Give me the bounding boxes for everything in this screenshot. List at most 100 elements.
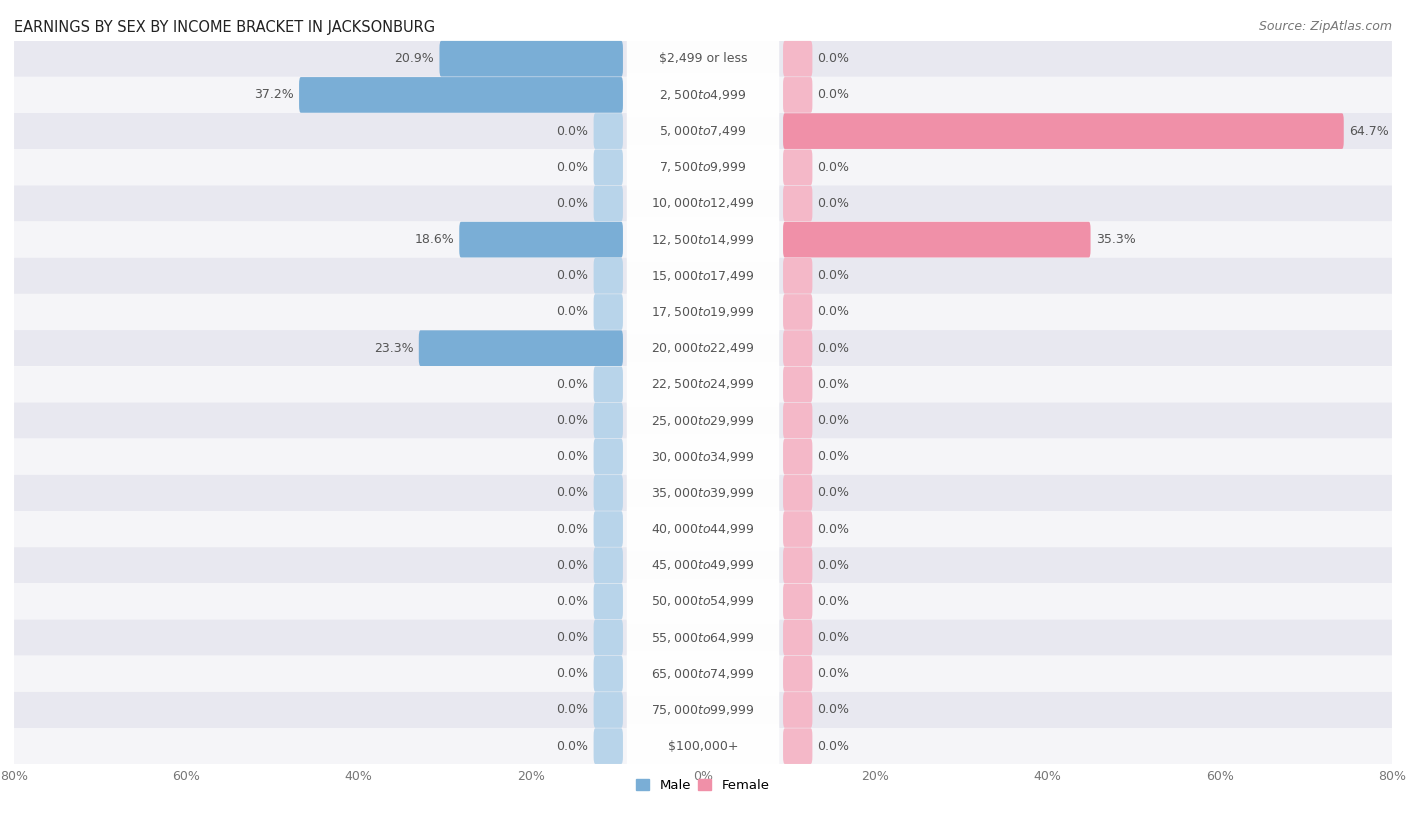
FancyBboxPatch shape bbox=[627, 688, 779, 733]
FancyBboxPatch shape bbox=[593, 475, 623, 511]
Text: 0.0%: 0.0% bbox=[557, 378, 589, 391]
Text: $75,000 to $99,999: $75,000 to $99,999 bbox=[651, 703, 755, 717]
FancyBboxPatch shape bbox=[627, 506, 779, 551]
FancyBboxPatch shape bbox=[14, 113, 1392, 150]
Text: 0.0%: 0.0% bbox=[817, 595, 849, 608]
Text: 0.0%: 0.0% bbox=[557, 486, 589, 499]
Text: 20.9%: 20.9% bbox=[395, 52, 434, 65]
Text: 0.0%: 0.0% bbox=[817, 559, 849, 572]
FancyBboxPatch shape bbox=[14, 294, 1392, 330]
Text: $65,000 to $74,999: $65,000 to $74,999 bbox=[651, 667, 755, 680]
FancyBboxPatch shape bbox=[783, 150, 813, 185]
Text: 0.0%: 0.0% bbox=[817, 269, 849, 282]
Text: 64.7%: 64.7% bbox=[1348, 124, 1389, 137]
FancyBboxPatch shape bbox=[14, 655, 1392, 692]
FancyBboxPatch shape bbox=[593, 511, 623, 547]
Text: 35.3%: 35.3% bbox=[1095, 233, 1136, 246]
FancyBboxPatch shape bbox=[14, 692, 1392, 728]
FancyBboxPatch shape bbox=[419, 330, 623, 366]
Text: 0.0%: 0.0% bbox=[557, 269, 589, 282]
FancyBboxPatch shape bbox=[299, 77, 623, 113]
FancyBboxPatch shape bbox=[627, 145, 779, 189]
FancyBboxPatch shape bbox=[593, 402, 623, 438]
FancyBboxPatch shape bbox=[627, 289, 779, 334]
Text: 0.0%: 0.0% bbox=[557, 740, 589, 753]
Text: 0.0%: 0.0% bbox=[557, 124, 589, 137]
FancyBboxPatch shape bbox=[627, 398, 779, 443]
FancyBboxPatch shape bbox=[783, 222, 1091, 258]
Text: 0.0%: 0.0% bbox=[557, 523, 589, 536]
FancyBboxPatch shape bbox=[593, 547, 623, 583]
FancyBboxPatch shape bbox=[627, 109, 779, 154]
Text: 0.0%: 0.0% bbox=[557, 667, 589, 680]
FancyBboxPatch shape bbox=[627, 434, 779, 479]
Text: $22,500 to $24,999: $22,500 to $24,999 bbox=[651, 377, 755, 391]
FancyBboxPatch shape bbox=[593, 728, 623, 764]
FancyBboxPatch shape bbox=[783, 656, 813, 692]
Text: 0.0%: 0.0% bbox=[817, 197, 849, 210]
FancyBboxPatch shape bbox=[14, 475, 1392, 511]
FancyBboxPatch shape bbox=[783, 77, 813, 113]
Text: 0.0%: 0.0% bbox=[817, 161, 849, 174]
FancyBboxPatch shape bbox=[593, 294, 623, 330]
Text: $55,000 to $64,999: $55,000 to $64,999 bbox=[651, 631, 755, 645]
Text: 0.0%: 0.0% bbox=[817, 631, 849, 644]
FancyBboxPatch shape bbox=[14, 620, 1392, 655]
FancyBboxPatch shape bbox=[14, 547, 1392, 584]
Text: 0.0%: 0.0% bbox=[817, 414, 849, 427]
Text: $20,000 to $22,499: $20,000 to $22,499 bbox=[651, 341, 755, 355]
FancyBboxPatch shape bbox=[14, 366, 1392, 402]
FancyBboxPatch shape bbox=[783, 330, 813, 366]
FancyBboxPatch shape bbox=[460, 222, 623, 258]
FancyBboxPatch shape bbox=[14, 511, 1392, 547]
Text: $12,500 to $14,999: $12,500 to $14,999 bbox=[651, 233, 755, 246]
FancyBboxPatch shape bbox=[627, 254, 779, 298]
Text: 0.0%: 0.0% bbox=[817, 740, 849, 753]
FancyBboxPatch shape bbox=[14, 728, 1392, 764]
FancyBboxPatch shape bbox=[783, 185, 813, 221]
FancyBboxPatch shape bbox=[783, 692, 813, 728]
Text: $40,000 to $44,999: $40,000 to $44,999 bbox=[651, 522, 755, 536]
FancyBboxPatch shape bbox=[14, 221, 1392, 258]
Text: $7,500 to $9,999: $7,500 to $9,999 bbox=[659, 160, 747, 174]
FancyBboxPatch shape bbox=[627, 37, 779, 81]
Text: 0.0%: 0.0% bbox=[557, 703, 589, 716]
FancyBboxPatch shape bbox=[593, 113, 623, 149]
FancyBboxPatch shape bbox=[14, 402, 1392, 439]
Text: Source: ZipAtlas.com: Source: ZipAtlas.com bbox=[1258, 20, 1392, 33]
FancyBboxPatch shape bbox=[14, 185, 1392, 221]
FancyBboxPatch shape bbox=[593, 185, 623, 221]
Text: $35,000 to $39,999: $35,000 to $39,999 bbox=[651, 486, 755, 500]
FancyBboxPatch shape bbox=[627, 543, 779, 588]
FancyBboxPatch shape bbox=[783, 258, 813, 293]
FancyBboxPatch shape bbox=[14, 584, 1392, 620]
FancyBboxPatch shape bbox=[783, 402, 813, 438]
FancyBboxPatch shape bbox=[627, 362, 779, 406]
FancyBboxPatch shape bbox=[593, 258, 623, 293]
Text: 0.0%: 0.0% bbox=[817, 450, 849, 463]
Text: 0.0%: 0.0% bbox=[557, 559, 589, 572]
Text: 0.0%: 0.0% bbox=[817, 378, 849, 391]
Text: 0.0%: 0.0% bbox=[557, 197, 589, 210]
Text: 0.0%: 0.0% bbox=[557, 161, 589, 174]
Text: 0.0%: 0.0% bbox=[557, 450, 589, 463]
FancyBboxPatch shape bbox=[627, 579, 779, 624]
Text: $50,000 to $54,999: $50,000 to $54,999 bbox=[651, 594, 755, 608]
FancyBboxPatch shape bbox=[593, 692, 623, 728]
Text: $25,000 to $29,999: $25,000 to $29,999 bbox=[651, 414, 755, 428]
FancyBboxPatch shape bbox=[14, 439, 1392, 475]
FancyBboxPatch shape bbox=[14, 150, 1392, 185]
Text: $2,499 or less: $2,499 or less bbox=[659, 52, 747, 65]
FancyBboxPatch shape bbox=[783, 475, 813, 511]
Text: 0.0%: 0.0% bbox=[817, 523, 849, 536]
FancyBboxPatch shape bbox=[14, 77, 1392, 113]
Text: 23.3%: 23.3% bbox=[374, 341, 413, 354]
Text: 0.0%: 0.0% bbox=[557, 306, 589, 319]
FancyBboxPatch shape bbox=[783, 439, 813, 475]
FancyBboxPatch shape bbox=[440, 41, 623, 76]
Text: 0.0%: 0.0% bbox=[557, 631, 589, 644]
FancyBboxPatch shape bbox=[627, 724, 779, 768]
FancyBboxPatch shape bbox=[783, 511, 813, 547]
FancyBboxPatch shape bbox=[627, 615, 779, 660]
FancyBboxPatch shape bbox=[593, 620, 623, 655]
